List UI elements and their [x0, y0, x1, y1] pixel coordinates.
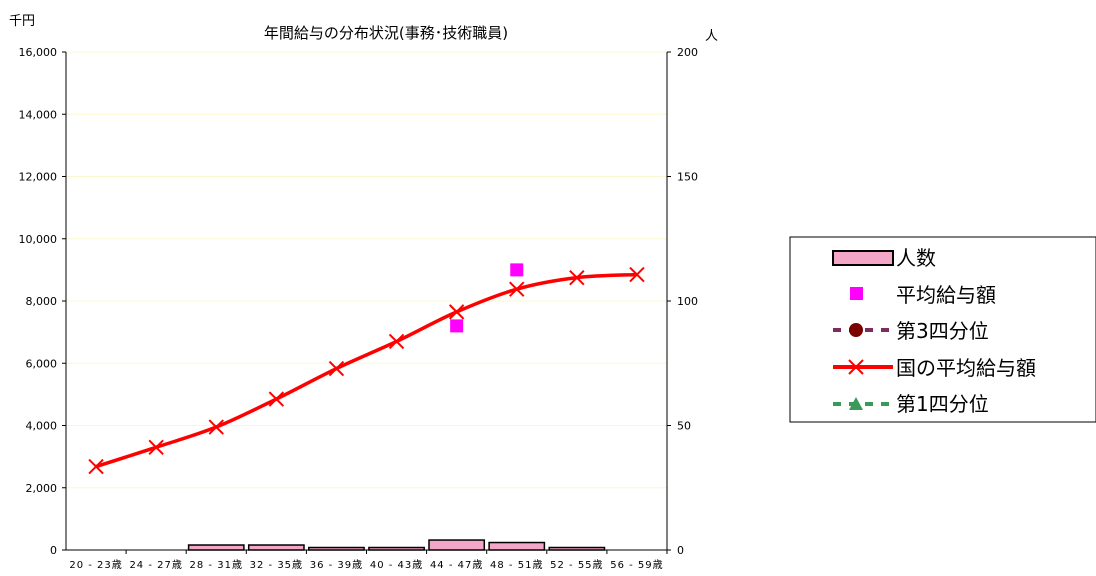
- legend: 人数 平均給与額 第3四分位 国の平均給与額 第1四分位: [789, 236, 1096, 423]
- left-tick-label: 4,000: [26, 420, 58, 433]
- legend-national-marker: [848, 359, 864, 375]
- legend-q1-marker: [849, 397, 863, 410]
- headcount-bar: [488, 541, 546, 551]
- right-tick-label: 0: [677, 544, 684, 557]
- legend-label-national-average: 国の平均給与額: [896, 356, 1036, 380]
- x-tick-label: 40 - 43歳: [370, 559, 423, 571]
- legend-label-average-salary: 平均給与額: [896, 283, 996, 307]
- headcount-bar: [187, 544, 245, 551]
- right-tick-label: 200: [677, 46, 698, 59]
- left-tick-label: 2,000: [26, 482, 58, 495]
- national-average-point: [629, 266, 645, 283]
- left-axis-unit: 千円: [9, 14, 35, 29]
- x-tick-label: 24 - 27歳: [129, 559, 182, 571]
- national-average-point: [148, 439, 164, 455]
- national-average-point: [328, 360, 345, 377]
- national-average-point: [509, 281, 525, 297]
- left-tick-label: 12,000: [19, 171, 58, 184]
- national-average-point: [208, 419, 224, 435]
- national-average-point: [268, 391, 285, 407]
- national-average-point: [448, 304, 465, 320]
- left-tick-label: 8,000: [26, 295, 58, 308]
- national-average-point: [88, 458, 104, 475]
- right-tick-label: 100: [677, 295, 698, 308]
- x-tick-label: 48 - 51歳: [490, 559, 543, 571]
- x-tick-label: 44 - 47歳: [430, 559, 483, 571]
- line-layer: [95, 272, 638, 469]
- x-tick-label: 52 - 55歳: [550, 559, 603, 571]
- right-axis-unit: 人: [705, 29, 718, 44]
- headcount-bar: [247, 544, 305, 551]
- national-average-line: [95, 272, 638, 469]
- left-tick-label: 14,000: [19, 108, 58, 121]
- x-tick-label: 56 - 59歳: [610, 559, 663, 571]
- legend-label-q3: 第3四分位: [896, 319, 989, 343]
- right-tick-label: 50: [677, 420, 691, 433]
- bar-layer: [187, 539, 606, 551]
- left-tick-label: 16,000: [19, 46, 58, 59]
- left-tick-label: 0: [50, 544, 57, 557]
- headcount-bar: [368, 546, 425, 551]
- headcount-bar: [548, 546, 606, 551]
- x-tick-label: 20 - 23歳: [69, 559, 122, 571]
- national-average-point: [388, 333, 405, 350]
- headcount-bar: [308, 546, 365, 551]
- headcount-bar: [428, 539, 486, 551]
- right-tick-label: 150: [677, 171, 698, 184]
- x-tick-label: 28 - 31歳: [190, 559, 243, 571]
- legend-label-headcount: 人数: [896, 246, 936, 270]
- national-average-point: [569, 269, 585, 286]
- legend-bar-swatch: [832, 250, 894, 266]
- x-tick-label: 32 - 35歳: [250, 559, 303, 571]
- chart-title: 年間給与の分布状況(事務･技術職員): [264, 24, 508, 42]
- average-salary-point: [510, 263, 524, 277]
- x-tick-label: 36 - 39歳: [310, 559, 363, 571]
- left-tick-label: 6,000: [26, 357, 58, 370]
- legend-square-marker: [850, 287, 863, 300]
- marker-layer: [88, 263, 645, 475]
- legend-label-q1: 第1四分位: [896, 392, 989, 416]
- average-salary-point: [450, 319, 464, 333]
- legend-q3-marker: [849, 323, 863, 337]
- left-tick-label: 10,000: [19, 233, 58, 246]
- axis-layer: 0 2,000 4,000 6,000 8,000 10,000 12,000 14,000 1…: [19, 46, 699, 571]
- grid-layer: [66, 51, 667, 489]
